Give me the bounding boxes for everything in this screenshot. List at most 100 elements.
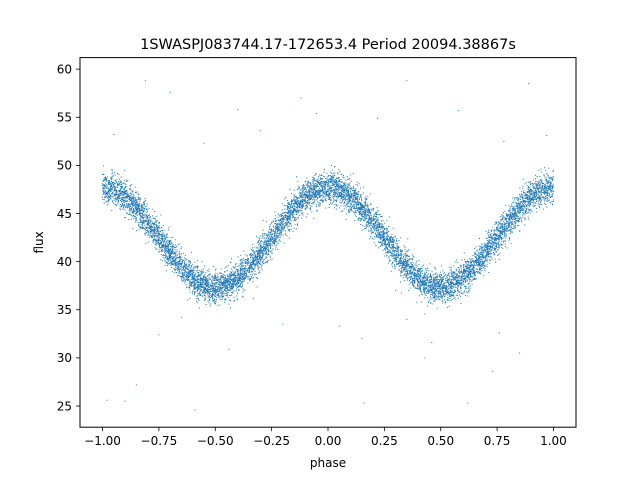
data-point	[552, 183, 554, 185]
data-point	[286, 224, 288, 226]
data-point	[538, 180, 540, 182]
data-point	[135, 206, 137, 208]
data-point	[196, 288, 198, 290]
data-point	[186, 286, 188, 288]
data-point	[364, 216, 366, 218]
data-point	[150, 228, 152, 230]
data-point	[258, 260, 260, 262]
data-point	[148, 208, 150, 210]
data-point	[120, 176, 122, 178]
data-point	[217, 292, 219, 294]
data-point	[139, 221, 141, 223]
data-point	[138, 229, 140, 231]
data-point	[335, 187, 337, 189]
data-point	[335, 196, 337, 198]
data-point	[192, 264, 194, 266]
data-point	[341, 189, 343, 191]
data-point	[357, 194, 359, 196]
data-point	[181, 272, 183, 274]
data-point	[110, 188, 112, 190]
data-point	[350, 204, 352, 206]
data-point	[424, 279, 426, 281]
data-point	[415, 270, 417, 272]
data-point	[287, 229, 289, 231]
data-point	[381, 227, 383, 229]
data-point	[215, 289, 217, 291]
data-point	[103, 199, 105, 201]
data-point	[262, 253, 264, 255]
data-point	[460, 282, 462, 284]
data-point	[241, 264, 243, 266]
data-point	[213, 286, 215, 288]
data-point	[156, 231, 158, 233]
data-point	[185, 258, 187, 260]
data-point	[242, 288, 244, 290]
data-point	[460, 264, 462, 266]
data-point	[345, 188, 347, 190]
data-point	[311, 197, 313, 199]
data-point	[451, 294, 453, 296]
data-point	[186, 276, 188, 278]
data-point	[179, 257, 181, 259]
data-point	[468, 261, 470, 263]
data-point	[509, 207, 511, 209]
data-point	[146, 203, 148, 205]
data-point	[237, 271, 239, 273]
data-point	[125, 194, 127, 196]
data-point	[478, 256, 480, 258]
data-point	[190, 269, 192, 271]
data-point	[549, 185, 551, 187]
data-point	[354, 197, 356, 199]
data-point	[385, 228, 387, 230]
data-point	[348, 191, 350, 193]
data-point	[107, 180, 109, 182]
data-point	[191, 274, 193, 276]
data-point	[505, 213, 507, 215]
data-point	[501, 214, 503, 216]
data-point	[469, 270, 471, 272]
data-point	[375, 245, 377, 247]
data-point	[491, 246, 493, 248]
data-point	[517, 202, 519, 204]
data-point	[353, 200, 355, 202]
data-point	[273, 229, 275, 231]
data-point	[540, 200, 542, 202]
data-point	[451, 291, 453, 293]
data-point	[432, 279, 434, 281]
data-point	[378, 232, 380, 234]
data-point	[281, 229, 283, 231]
data-point	[537, 190, 539, 192]
data-point	[173, 246, 175, 248]
data-point	[384, 227, 386, 229]
data-point	[194, 281, 196, 283]
data-point	[510, 230, 512, 232]
data-point	[158, 234, 160, 236]
data-point	[332, 180, 334, 182]
data-point	[397, 253, 399, 255]
data-point	[460, 271, 462, 273]
data-point	[271, 250, 273, 252]
data-point	[102, 186, 104, 188]
data-point	[120, 191, 122, 193]
data-point	[421, 282, 423, 284]
data-point	[413, 267, 415, 269]
data-point	[213, 284, 215, 286]
data-point	[490, 249, 492, 251]
data-point	[416, 270, 418, 272]
data-point	[420, 277, 422, 279]
data-point	[189, 285, 191, 287]
data-point	[123, 192, 125, 194]
data-point	[331, 203, 333, 205]
data-point	[258, 240, 260, 242]
data-point	[204, 265, 206, 267]
data-point	[510, 243, 512, 245]
data-point	[387, 231, 389, 233]
data-point	[533, 192, 535, 194]
data-point	[495, 227, 497, 229]
data-point	[247, 257, 249, 259]
data-point	[243, 278, 245, 280]
data-point	[257, 240, 259, 242]
data-point	[233, 267, 235, 269]
data-point	[278, 219, 280, 221]
data-point	[521, 197, 523, 199]
